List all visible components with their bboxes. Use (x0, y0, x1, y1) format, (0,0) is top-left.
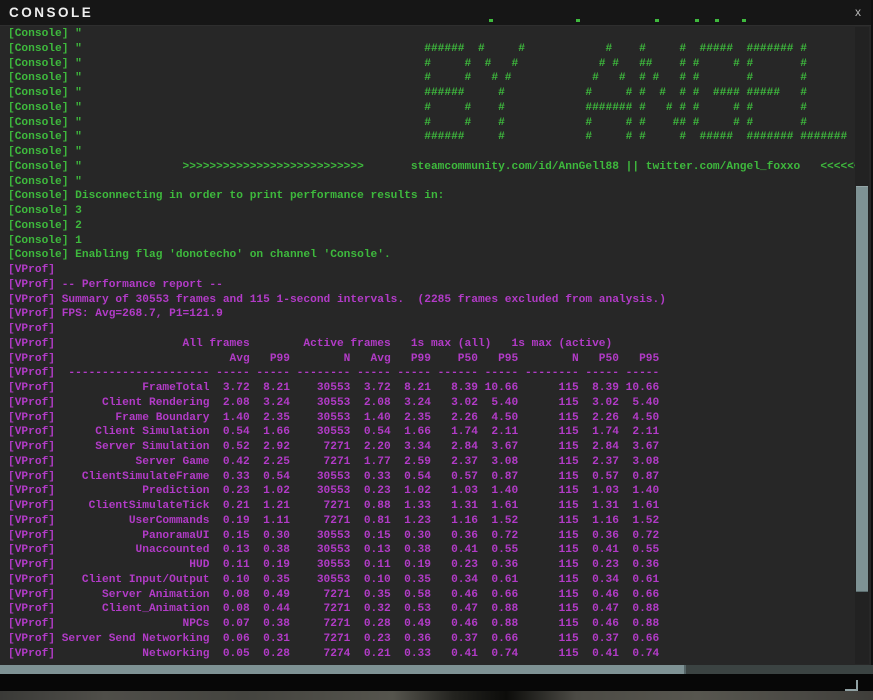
console-line: [Console] " # # # # # # ## # # # # # (8, 57, 807, 70)
background-strip (0, 691, 873, 700)
console-line: [VProf] ClientSimulateFrame 0.33 0.54 30… (8, 470, 660, 483)
console-line: [VProf] Server Game 0.42 2.25 7271 1.77 … (8, 455, 660, 468)
console-line: [Console] " # # # # # # # # # # # # (8, 72, 807, 85)
console-input[interactable] (0, 674, 873, 691)
horizontal-scrollbar[interactable] (0, 665, 873, 674)
console-line: [VProf] Server Send Networking 0.06 0.31… (8, 632, 660, 645)
console-line: [Console] " (8, 175, 82, 188)
cutoff-text-fragment (489, 19, 493, 22)
console-line: [VProf] Unaccounted 0.13 0.38 30553 0.13… (8, 544, 660, 557)
console-line: [VProf] ClientSimulateTick 0.21 1.21 727… (8, 500, 660, 512)
console-line: [VProf] Server Simulation 0.52 2.92 7271… (8, 441, 660, 453)
console-line: [VProf] (8, 264, 62, 276)
console-line: [Console] 3 (8, 205, 82, 217)
console-line: [Console] " ###### # # # # # ##### #####… (8, 42, 807, 55)
console-line: [VProf] UserCommands 0.19 1.11 7271 0.81… (8, 514, 660, 527)
resize-grip[interactable] (845, 680, 858, 691)
console-line: [VProf] Server Animation 0.08 0.49 7271 … (8, 588, 660, 601)
console-line: [VProf] All frames Active frames 1s max … (8, 337, 613, 350)
console-line: [VProf] Prediction 0.23 1.02 30553 0.23 … (8, 485, 660, 498)
console-line: [Console] 1 (8, 234, 82, 247)
console-line: [Console] " ###### # # # # # ##### #####… (8, 131, 848, 144)
console-line: [Console] Enabling flag 'donotecho' on c… (8, 249, 391, 262)
console-line: [Console] Disconnecting in order to prin… (8, 190, 445, 203)
console-line: [Console] " # # # ####### # # # # # # # (8, 101, 807, 114)
console-line: [VProf] Frame Boundary 1.40 2.35 30553 1… (8, 411, 660, 424)
console-line: [Console] " ###### # # # # # # # #### ##… (8, 87, 807, 99)
console-line: [VProf] HUD 0.11 0.19 30553 0.11 0.19 0.… (8, 559, 660, 571)
console-line: [VProf] FPS: Avg=268.7, P1=121.9 (8, 308, 223, 321)
vertical-scrollbar-thumb[interactable] (856, 186, 868, 592)
console-line: [Console] " (8, 28, 82, 40)
close-icon[interactable]: x (855, 5, 861, 19)
console-line: [VProf] FrameTotal 3.72 8.21 30553 3.72 … (8, 382, 660, 394)
console-line: [Console] " # # # # # # ## # # # # (8, 116, 807, 129)
console-line: [Console] " (8, 146, 82, 158)
cutoff-text-fragment (655, 19, 659, 22)
console-line: [VProf] --------------------- ----- ----… (8, 367, 660, 380)
console-line: [VProf] -- Performance report -- (8, 278, 223, 291)
console-line: [VProf] Client Rendering 2.08 3.24 30553… (8, 396, 660, 409)
console-line: [VProf] Client Input/Output 0.10 0.35 30… (8, 573, 660, 586)
console-line: [VProf] NPCs 0.07 0.38 7271 0.28 0.49 0.… (8, 618, 660, 630)
console-line: [VProf] Client_Animation 0.08 0.44 7271 … (8, 603, 660, 616)
console-line: [Console] 2 (8, 219, 82, 232)
console-line: [VProf] Summary of 30553 frames and 115 … (8, 293, 666, 306)
horizontal-scrollbar-thumb[interactable] (0, 665, 686, 674)
cutoff-text-fragment (742, 19, 746, 22)
console-line: [Console] " >>>>>>>>>>>>>>>>>>>>>>>>>>> … (8, 160, 861, 173)
console-line: [VProf] Networking 0.05 0.28 7274 0.21 0… (8, 647, 660, 660)
console-log[interactable]: [Console] " [Console] " ###### # # # # # … (0, 27, 873, 664)
vertical-scrollbar[interactable] (855, 27, 869, 664)
cutoff-text-fragment (576, 19, 580, 22)
console-line: [VProf] Client Simulation 0.54 1.66 3055… (8, 426, 660, 439)
console-line: [VProf] Avg P99 N Avg P99 P50 P95 N P50 … (8, 352, 660, 365)
console-line: [VProf] PanoramaUI 0.15 0.30 30553 0.15 … (8, 529, 660, 542)
titlebar[interactable]: CONSOLE x (0, 0, 871, 26)
cutoff-text-fragment (715, 19, 719, 22)
window-title: CONSOLE (9, 5, 94, 20)
cutoff-text-fragment (695, 19, 699, 22)
console-line: [VProf] (8, 323, 62, 335)
